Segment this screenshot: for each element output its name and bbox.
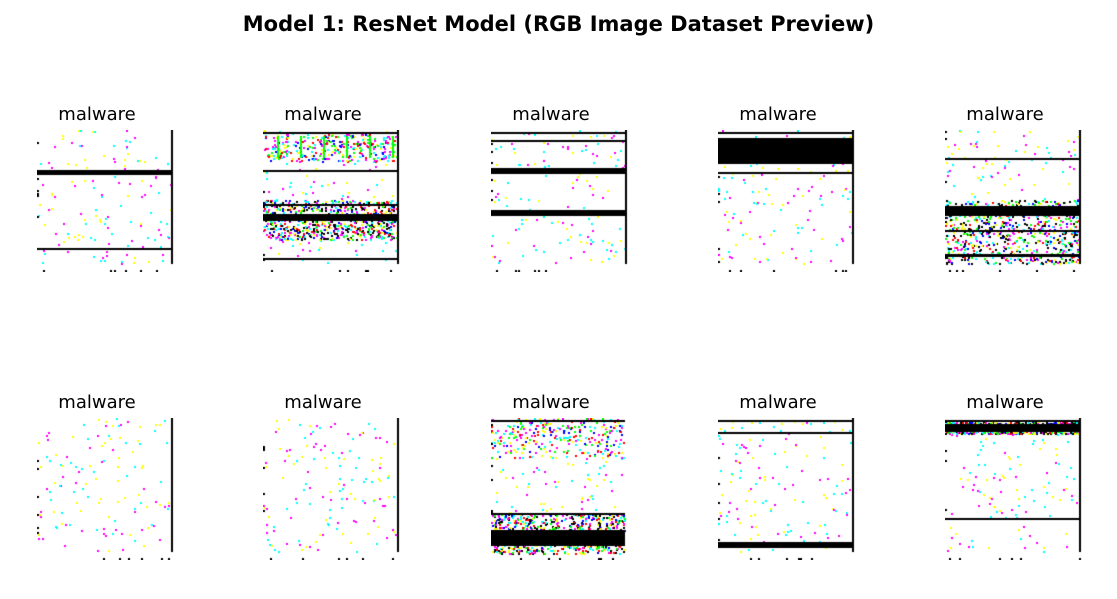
image-tile-7: malware [243, 392, 403, 562]
tile-label: malware [284, 104, 362, 125]
image-tile-8: malware [471, 392, 631, 562]
tile-label: malware [512, 392, 590, 413]
image-tile-4: malware [698, 104, 858, 274]
image-preview [37, 130, 177, 272]
image-preview [945, 418, 1085, 560]
image-preview [263, 418, 403, 560]
tile-label: malware [284, 392, 362, 413]
image-preview [718, 418, 858, 560]
page-title: Model 1: ResNet Model (RGB Image Dataset… [242, 12, 875, 36]
image-preview [37, 418, 177, 560]
image-tile-6: malware [17, 392, 177, 562]
tile-label: malware [512, 104, 590, 125]
image-preview [718, 130, 858, 272]
image-preview [263, 130, 403, 272]
image-tile-10: malware [925, 392, 1085, 562]
tile-label: malware [966, 104, 1044, 125]
tile-label: malware [966, 392, 1044, 413]
tile-label: malware [739, 392, 817, 413]
image-tile-2: malware [243, 104, 403, 274]
image-tile-1: malware [17, 104, 177, 274]
tile-label: malware [58, 104, 136, 125]
image-preview [945, 130, 1085, 272]
image-preview [491, 130, 631, 272]
image-tile-5: malware [925, 104, 1085, 274]
tile-label: malware [58, 392, 136, 413]
image-tile-9: malware [698, 392, 858, 562]
image-tile-3: malware [471, 104, 631, 274]
tile-label: malware [739, 104, 817, 125]
image-preview [491, 418, 631, 560]
